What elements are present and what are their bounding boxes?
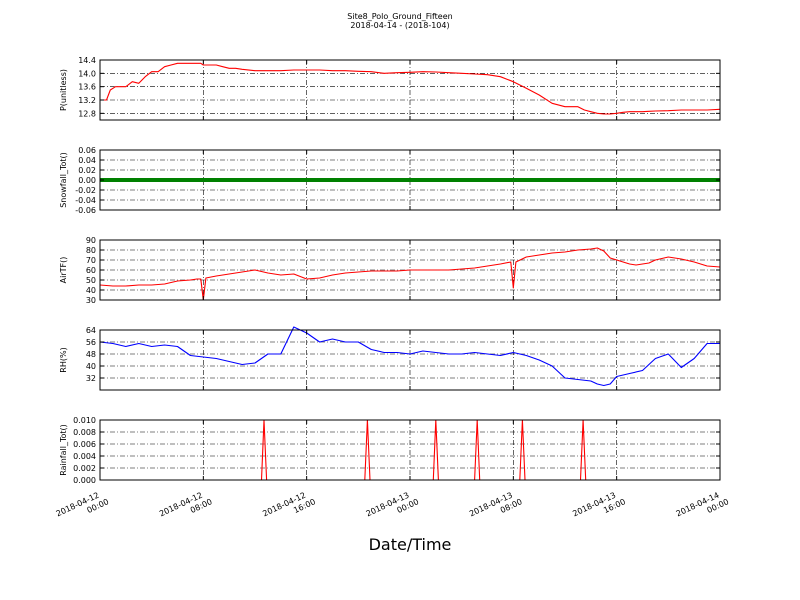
y-tick-label: 13.6 — [78, 83, 96, 92]
x-axis-label: Date/Time — [369, 535, 452, 554]
y-tick-label: 0.004 — [73, 452, 96, 461]
y-tick-label: -0.06 — [75, 206, 96, 215]
y-tick-label: 0.002 — [73, 464, 96, 473]
panel-5: 0.000 0.002 0.004 0.006 0.008 0.010 Rainfall_T… — [59, 416, 721, 485]
panel-4: 32 40 48 56 64 RH(%) — [59, 326, 721, 391]
y-tick-label: 0.008 — [73, 428, 96, 437]
y-tick-label: 80 — [86, 246, 96, 255]
chart-title: Site8_Polo_Ground_Fifteen — [347, 12, 452, 21]
y-tick-label: 12.8 — [78, 109, 96, 118]
chart-subtitle: 2018-04-14 - (2018-104) — [350, 21, 449, 30]
y-axis-label: AirTF() — [59, 257, 68, 284]
y-tick-label: 13.2 — [78, 96, 96, 105]
y-tick-label: 0.00 — [78, 176, 96, 185]
y-tick-label: 0.000 — [73, 476, 96, 485]
y-tick-label: -0.02 — [75, 186, 96, 195]
y-tick-label: 56 — [86, 338, 96, 347]
y-tick-label: 40 — [86, 286, 96, 295]
y-tick-label: 48 — [86, 350, 96, 359]
panel-2: -0.06-0.04-0.020.000.020.040.06 Snowfall_… — [59, 146, 721, 215]
series-line — [99, 247, 721, 301]
y-tick-label: 14.4 — [78, 56, 96, 65]
y-axis-label: RH(%) — [59, 347, 68, 372]
panels-group: 12.813.213.614.014.4P(unitless)-0.06-0.0… — [59, 56, 721, 485]
y-tick-label: 60 — [86, 266, 96, 275]
y-tick-label: 50 — [86, 276, 96, 285]
y-axis-label: P(unitless) — [59, 69, 68, 111]
y-tick-label: 0.010 — [73, 416, 96, 425]
y-tick-label: 0.06 — [78, 146, 96, 155]
y-axis-label: Snowfall_Tot() — [59, 152, 68, 208]
series-line — [99, 326, 720, 387]
y-tick-label: 0.04 — [78, 156, 96, 165]
series-line — [100, 62, 721, 115]
y-tick-label: 40 — [86, 362, 96, 371]
y-axis-label: Rainfall_Tot() — [59, 424, 68, 476]
y-tick-label: 30 — [86, 296, 96, 305]
y-tick-label: 64 — [86, 326, 96, 335]
y-tick-label: 70 — [86, 256, 96, 265]
y-tick-label: 0.02 — [78, 166, 96, 175]
y-tick-label: 90 — [86, 236, 96, 245]
y-tick-label: -0.04 — [75, 196, 96, 205]
y-tick-label: 0.006 — [73, 440, 96, 449]
y-tick-label: 32 — [86, 374, 96, 383]
panel-1: 12.8 13.2 13.6 14.0 14.4 P(unitless) — [59, 56, 721, 121]
y-tick-label: 14.0 — [78, 69, 96, 78]
